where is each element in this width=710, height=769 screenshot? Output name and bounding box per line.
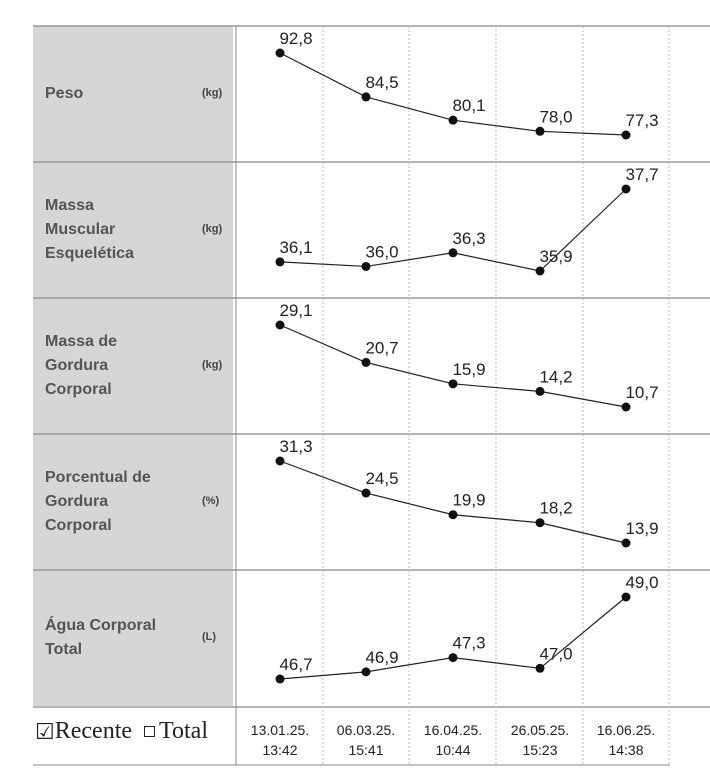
row-label: Porcentual de Gordura Corporal (45, 469, 151, 534)
data-point (621, 130, 631, 140)
data-point (621, 592, 631, 602)
row-label: Água Corporal Total (45, 617, 157, 658)
data-label: 24,5 (365, 469, 398, 488)
row-label-bg (33, 570, 233, 706)
data-point (535, 126, 545, 136)
data-label: 18,2 (539, 499, 572, 518)
data-label: 19,9 (452, 491, 485, 510)
row-unit: (kg) (202, 359, 223, 371)
legend: ☑ Recente Total (35, 718, 208, 745)
data-label: 92,8 (279, 29, 312, 48)
row-label: Massa de Gordura Corporal (45, 333, 118, 398)
data-point (535, 518, 545, 528)
legend-recent-label: Recente (54, 718, 133, 744)
data-label: 35,9 (539, 247, 572, 266)
data-point (535, 663, 545, 673)
row-label-bg (33, 434, 233, 570)
data-label: 29,1 (279, 301, 312, 320)
data-point (621, 184, 631, 194)
data-point (275, 456, 285, 466)
data-label: 31,3 (279, 437, 312, 456)
row-label: Peso (45, 85, 84, 102)
data-label: 36,3 (452, 229, 485, 248)
date-label: 26.05.25. 15:23 (510, 722, 570, 758)
unchecked-box-icon[interactable] (144, 726, 156, 737)
data-label: 46,9 (365, 648, 398, 667)
data-label: 46,7 (279, 655, 312, 674)
row-unit: (kg) (202, 87, 223, 99)
data-label: 78,0 (539, 107, 572, 126)
data-point (361, 667, 371, 677)
checked-box-icon[interactable]: ☑ (35, 718, 55, 744)
data-label: 14,2 (539, 367, 572, 386)
data-point (621, 402, 631, 412)
data-label: 36,1 (279, 238, 312, 257)
date-label: 13.01.25. 13:42 (250, 722, 310, 758)
row-label-bg (33, 298, 233, 434)
data-label: 47,3 (452, 634, 485, 653)
data-label: 36,0 (365, 242, 398, 261)
data-point (535, 266, 545, 276)
data-point (448, 510, 458, 520)
data-label: 15,9 (452, 360, 485, 379)
row-unit: (kg) (202, 223, 223, 235)
data-label: 47,0 (539, 644, 572, 663)
row-unit: (L) (202, 631, 217, 643)
date-label: 16.06.25. 14:38 (596, 722, 656, 758)
data-point (448, 653, 458, 663)
data-label: 37,7 (625, 165, 658, 184)
data-point (535, 386, 545, 396)
data-label: 84,5 (365, 73, 398, 92)
date-label: 06.03.25. 15:41 (336, 722, 396, 758)
legend-total-label: Total (159, 718, 209, 744)
data-point (361, 357, 371, 367)
data-label: 10,7 (625, 383, 658, 402)
data-label: 80,1 (452, 96, 485, 115)
data-point (275, 674, 285, 684)
data-label: 13,9 (625, 519, 658, 538)
date-label: 16.04.25. 10:44 (423, 722, 483, 758)
data-point (621, 538, 631, 548)
row-unit: (%) (202, 495, 220, 507)
data-point (275, 48, 285, 58)
data-point (275, 257, 285, 267)
row-label-bg (33, 26, 233, 162)
data-point (361, 261, 371, 271)
data-point (448, 115, 458, 125)
data-point (361, 92, 371, 102)
data-point (275, 320, 285, 330)
data-label: 20,7 (365, 338, 398, 357)
data-point (361, 488, 371, 498)
row-label-bg (33, 162, 233, 298)
data-point (448, 379, 458, 389)
data-label: 49,0 (625, 573, 658, 592)
row-label: Massa Muscular Esquelética (45, 197, 134, 262)
data-point (448, 248, 458, 258)
data-label: 77,3 (625, 111, 658, 130)
